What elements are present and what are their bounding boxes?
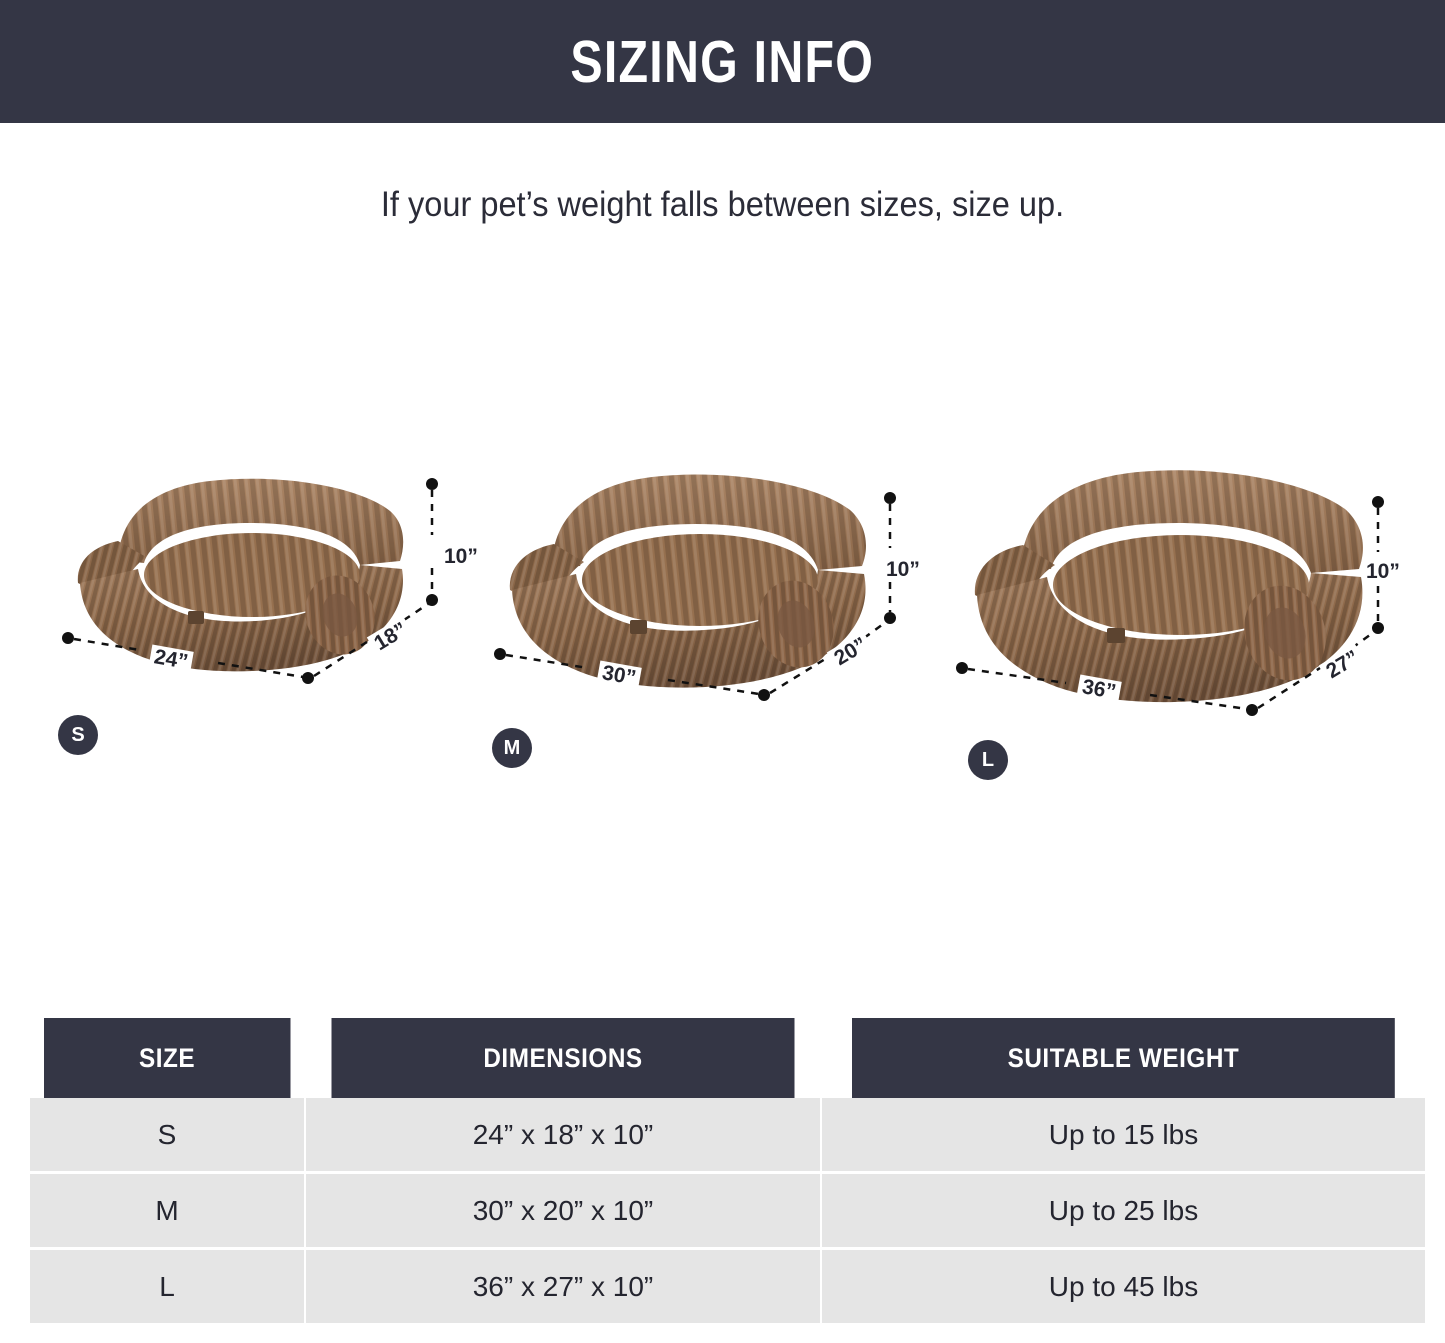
table-row: L 36” x 27” x 10” Up to 45 lbs xyxy=(30,1248,1425,1323)
sizing-table: SIZE DIMENSIONS SUITABLE WEIGHT S 24” x … xyxy=(30,1018,1425,1323)
bed-illustration-large: 36” 27” 10” L xyxy=(930,440,1420,800)
size-badge-small: S xyxy=(58,715,98,755)
column-header-size: SIZE xyxy=(43,1018,293,1098)
page-title: SIZING INFO xyxy=(570,28,875,95)
size-badge-large: L xyxy=(968,740,1008,780)
cell-dimensions: 24” x 18” x 10” xyxy=(305,1098,822,1174)
cell-size: L xyxy=(30,1248,306,1323)
bed-illustration-medium: 30” 20” 10” M xyxy=(470,440,930,800)
table-row: S 24” x 18” x 10” Up to 15 lbs xyxy=(30,1098,1425,1174)
column-header-suitable-weight: SUITABLE WEIGHT xyxy=(851,1018,1395,1098)
cell-weight: Up to 15 lbs xyxy=(821,1098,1425,1174)
bed-illustration-small: 24” 18” 10” S xyxy=(40,440,482,800)
cell-size: M xyxy=(30,1172,306,1250)
column-header-dimensions: DIMENSIONS xyxy=(330,1018,797,1098)
cell-weight: Up to 45 lbs xyxy=(821,1248,1425,1323)
sizing-advice-text: If your pet’s weight falls between sizes… xyxy=(380,185,1065,224)
size-badge-medium: M xyxy=(492,728,532,768)
dimension-label-height-large: 10” xyxy=(1362,560,1404,584)
bed-size-comparison: 24” 18” 10” S xyxy=(0,440,1445,800)
pet-bed-image-medium xyxy=(509,474,866,688)
cell-weight: Up to 25 lbs xyxy=(821,1172,1425,1250)
cell-size: S xyxy=(30,1098,306,1174)
cell-dimensions: 30” x 20” x 10” xyxy=(305,1172,822,1250)
table-header-row: SIZE DIMENSIONS SUITABLE WEIGHT xyxy=(30,1018,1425,1098)
page-header: SIZING INFO xyxy=(0,0,1445,123)
table-row: M 30” x 20” x 10” Up to 25 lbs xyxy=(30,1172,1425,1250)
dimension-label-height-small: 10” xyxy=(440,545,482,569)
dimension-label-height-medium: 10” xyxy=(882,558,924,582)
cell-dimensions: 36” x 27” x 10” xyxy=(305,1248,822,1323)
